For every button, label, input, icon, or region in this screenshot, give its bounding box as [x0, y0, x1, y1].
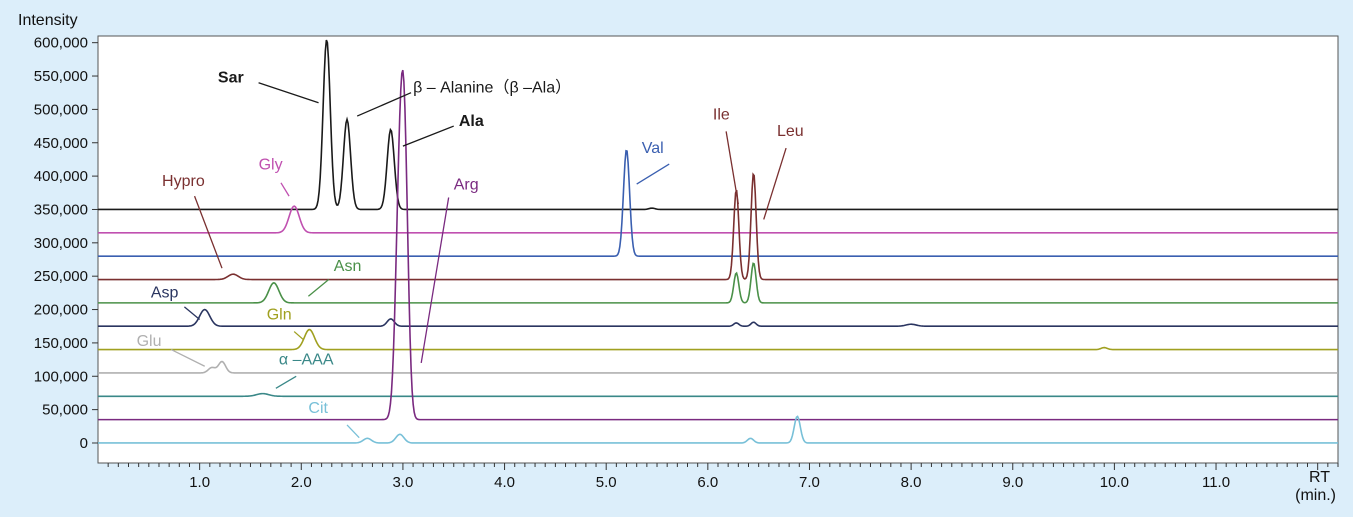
- series-line-cit: [98, 415, 1338, 444]
- series-layer: [98, 39, 1338, 444]
- x-tick-label: 8.0: [901, 474, 922, 491]
- series-line-aaa: [98, 392, 1338, 398]
- annotation-label-gln: Gln: [267, 307, 292, 324]
- annotation-line-arg: [420, 197, 450, 364]
- annotation-line-glu: [170, 348, 206, 367]
- series-line-asn: [98, 262, 1338, 304]
- x-axis-unit: (min.): [1295, 487, 1336, 504]
- x-tick-label: 2.0: [291, 474, 312, 491]
- x-tick-label: 3.0: [392, 474, 413, 491]
- y-tick-label: 350,000: [34, 201, 88, 218]
- axis-layer: 0 50,000 100,000 150,000 200,000 250,000 300,0…: [34, 35, 1339, 491]
- series-line-gly: [98, 205, 1338, 234]
- annotation-label-alanine-ala: β – Alanine（β –Ala）: [413, 79, 571, 97]
- y-tick-label: 200,000: [34, 302, 88, 319]
- annotation-label-aaa: α –AAA: [279, 351, 334, 368]
- annotation-line-asp: [183, 306, 201, 321]
- annotation-label-ala: Ala: [459, 113, 484, 130]
- annotation-line-alanine-ala: [356, 92, 412, 117]
- series-line-asp: [98, 308, 1338, 328]
- annotation-label-sar: Sar: [218, 70, 244, 87]
- annotation-line-sar: [258, 82, 319, 104]
- annotation-line-cit: [346, 424, 360, 439]
- annotation-label-asp: Asp: [151, 285, 179, 302]
- x-axis-title: RT: [1309, 469, 1330, 486]
- y-tick-label: 50,000: [42, 402, 88, 419]
- plot-area: [97, 35, 1339, 464]
- annotation-label-glu: Glu: [137, 333, 162, 350]
- series-line-sar: [98, 39, 1338, 211]
- annotation-layer: Sar β – Alanine（β –Ala） Ala Gly Hypro Arg Val I…: [137, 70, 804, 439]
- series-line-glu: [98, 360, 1338, 374]
- y-tick-label: 600,000: [34, 35, 88, 52]
- annotation-label-ile: Ile: [713, 106, 730, 123]
- annotation-line-aaa: [275, 375, 297, 389]
- annotation-line-asn: [307, 279, 330, 297]
- x-tick-label: 11.0: [1202, 474, 1230, 491]
- y-tick-label: 500,000: [34, 101, 88, 118]
- x-tick-label: 4.0: [494, 474, 515, 491]
- annotation-label-val: Val: [642, 140, 664, 157]
- x-tick-label: 7.0: [799, 474, 820, 491]
- x-tick-label: 1.0: [189, 474, 210, 491]
- y-tick-label: 150,000: [34, 335, 88, 352]
- annotation-line-gln: [293, 331, 304, 341]
- annotation-line-ala: [402, 125, 454, 147]
- y-tick-label: 300,000: [34, 235, 88, 252]
- y-tick-label: 400,000: [34, 168, 88, 185]
- annotation-line-ile: [725, 131, 739, 205]
- annotation-line-val: [636, 163, 670, 185]
- annotation-line-hypro: [193, 195, 223, 269]
- x-tick-label: 5.0: [596, 474, 617, 491]
- y-axis-title: Intensity: [18, 12, 78, 29]
- x-tick-label: 9.0: [1002, 474, 1023, 491]
- annotation-label-leu: Leu: [777, 123, 804, 140]
- y-tick-label: 450,000: [34, 135, 88, 152]
- series-line-arg: [98, 69, 1338, 421]
- annotation-label-asn: Asn: [334, 258, 362, 275]
- x-tick-label: 6.0: [697, 474, 718, 491]
- y-tick-label: 100,000: [34, 368, 88, 385]
- annotation-line-leu: [763, 147, 787, 220]
- annotation-label-cit: Cit: [308, 400, 328, 417]
- series-line-gln: [98, 328, 1338, 351]
- x-tick-label: 10.0: [1100, 474, 1129, 491]
- series-line-hypro: [98, 172, 1338, 281]
- y-tick-label: 250,000: [34, 268, 88, 285]
- series-line-val: [98, 149, 1338, 257]
- y-tick-label: 0: [80, 435, 88, 452]
- annotation-label-arg: Arg: [454, 176, 479, 193]
- annotation-label-hypro: Hypro: [162, 173, 205, 190]
- annotation-label-gly: Gly: [259, 156, 283, 173]
- y-tick-label: 550,000: [34, 68, 88, 85]
- annotation-line-gly: [280, 182, 290, 197]
